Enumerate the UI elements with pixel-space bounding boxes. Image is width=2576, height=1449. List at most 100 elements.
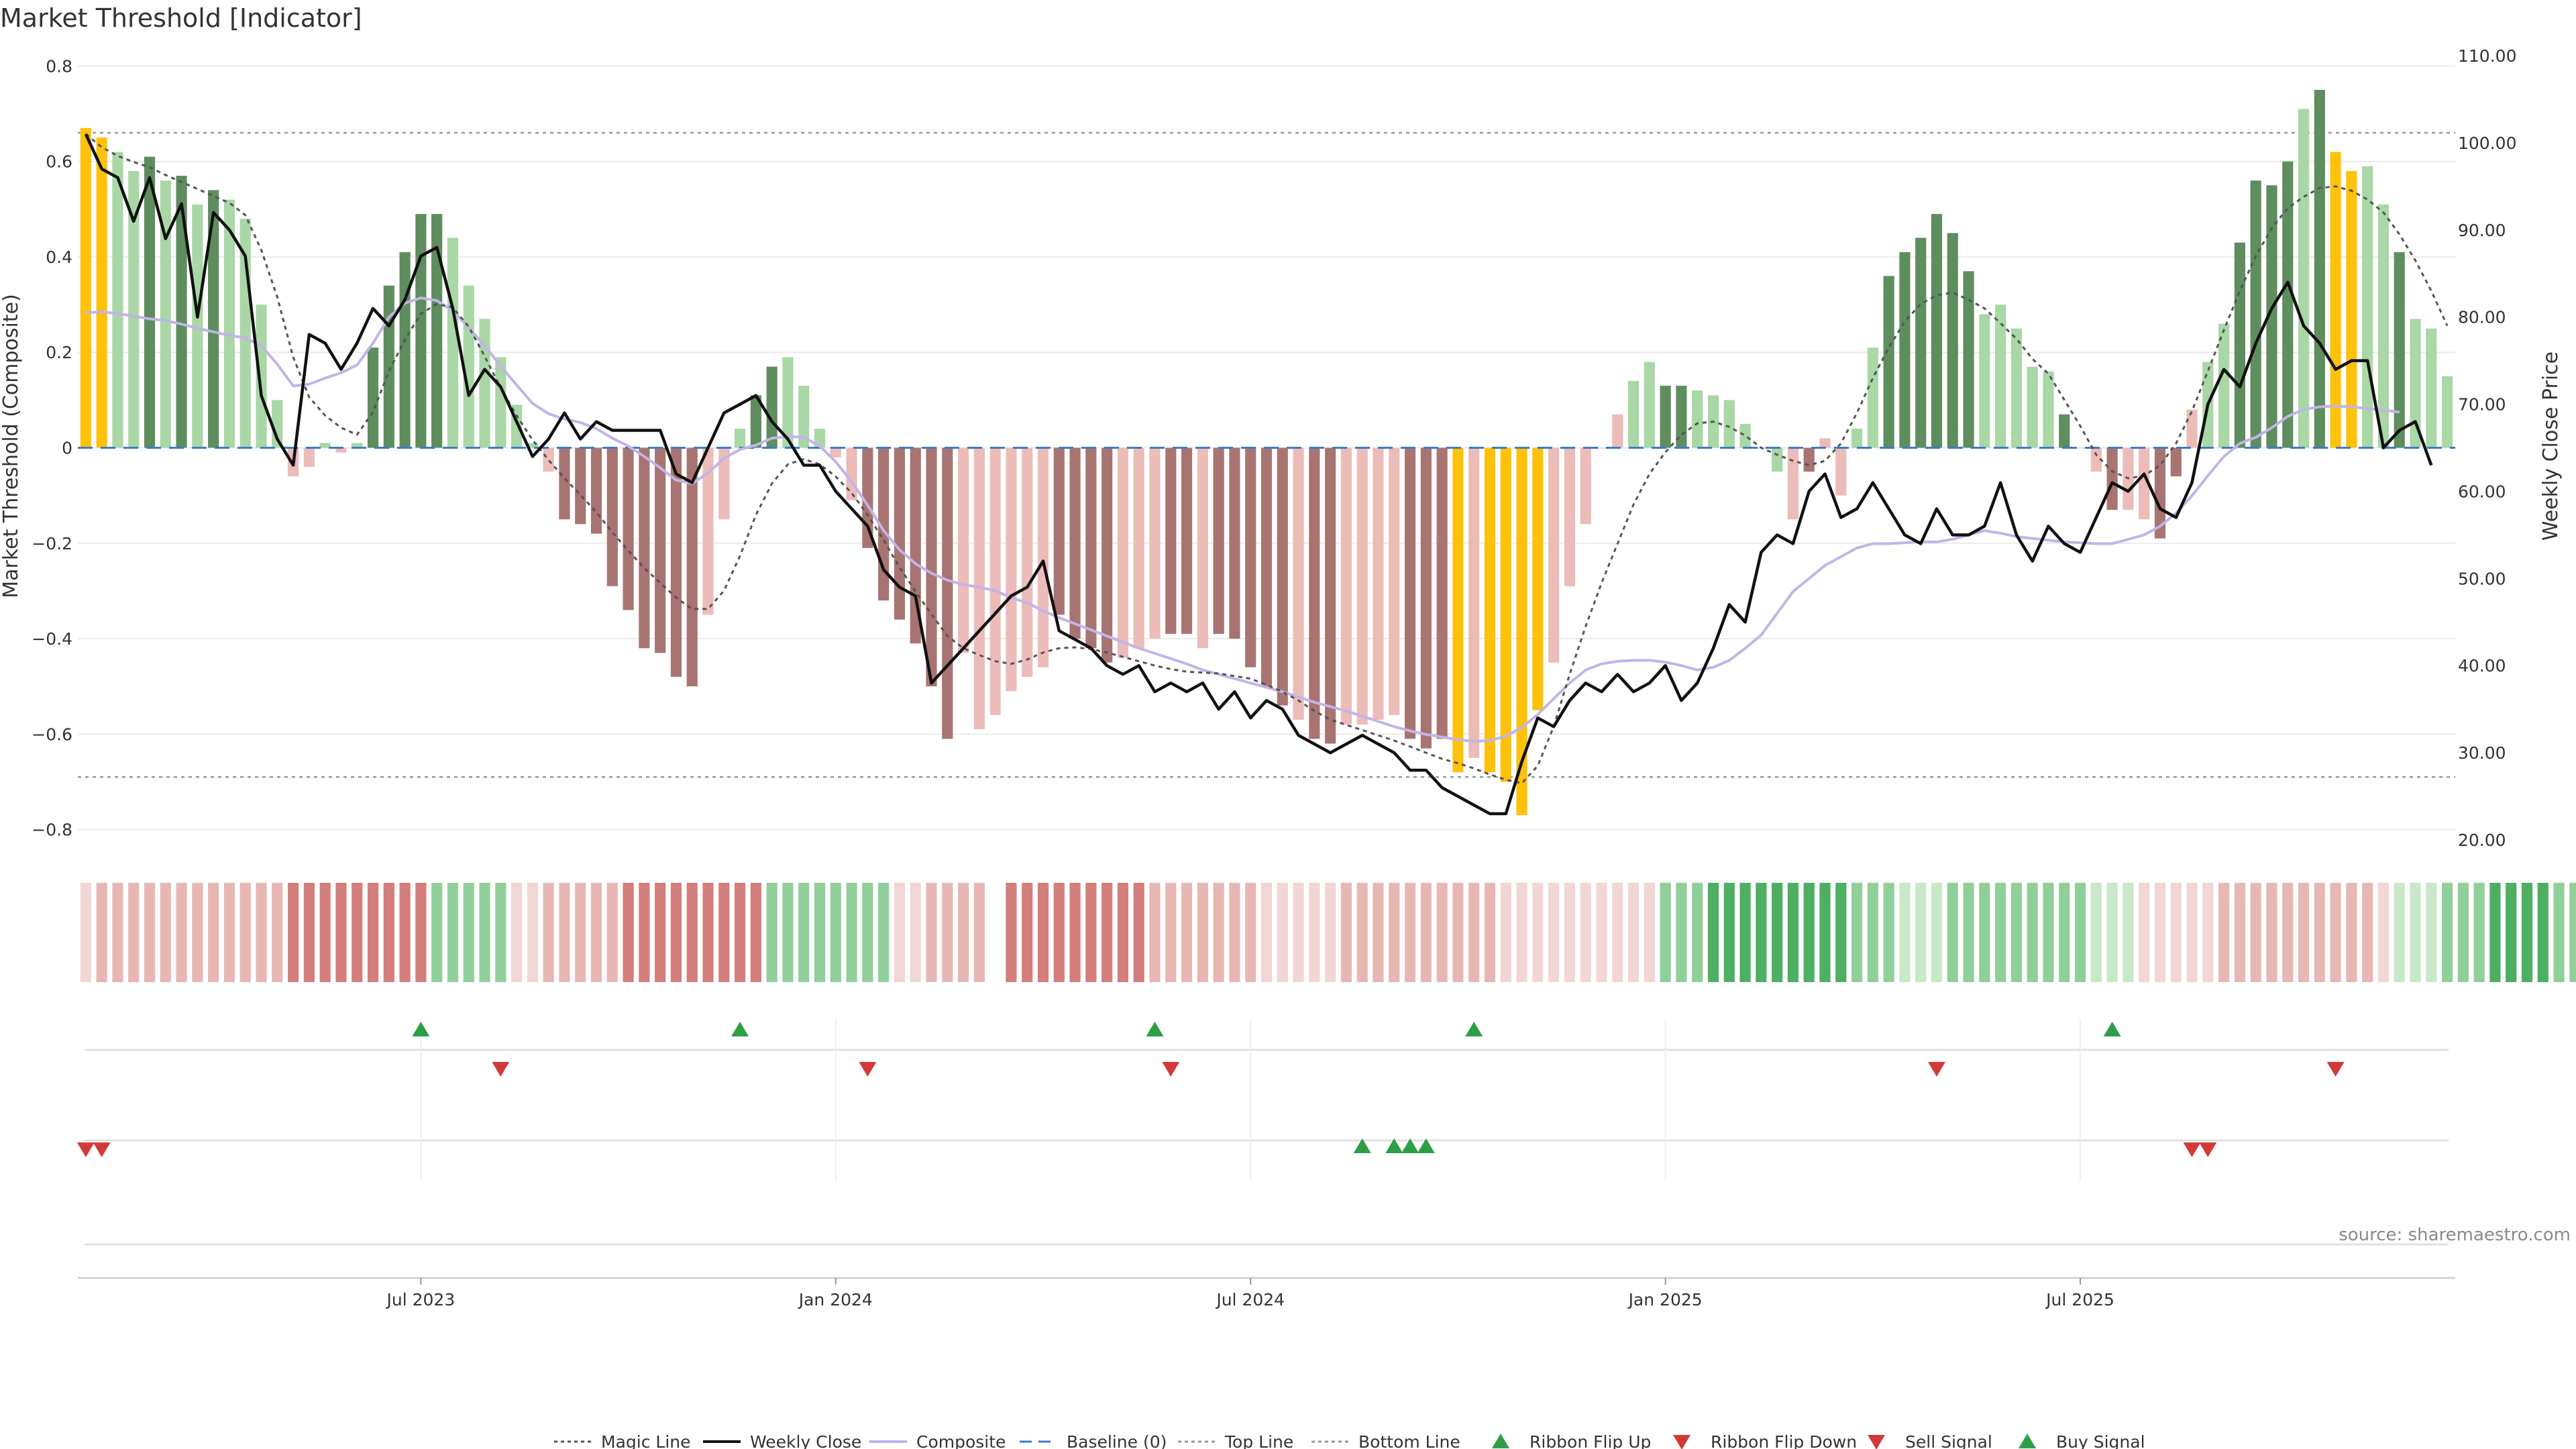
composite-bar bbox=[1915, 237, 1927, 448]
composite-bar bbox=[606, 447, 618, 586]
ribbon-cell bbox=[239, 883, 251, 982]
y-right-tick-label: 30.00 bbox=[2458, 743, 2506, 763]
composite-bar bbox=[2010, 328, 2022, 448]
legend-ribbon-flip-up-label: Ribbon Flip Up bbox=[1529, 1432, 1651, 1449]
composite-bar bbox=[2442, 376, 2453, 448]
composite-bar bbox=[1197, 447, 1208, 649]
ribbon-cell bbox=[2154, 883, 2166, 982]
composite-bar bbox=[2298, 109, 2310, 448]
ribbon-cell bbox=[1309, 883, 1320, 982]
ribbon-cell bbox=[1484, 883, 1496, 982]
composite-bar bbox=[798, 386, 810, 448]
y-tick-label: 0.4 bbox=[46, 248, 72, 267]
composite-bar bbox=[367, 347, 379, 448]
composite-bar bbox=[1245, 447, 1256, 667]
ribbon-cell bbox=[223, 883, 235, 982]
sell-signal-marker bbox=[76, 1142, 95, 1157]
composite-bar bbox=[1117, 447, 1129, 658]
y-axis-right: 110.00 100.00 90.00 80.00 70.00 60.00 50.00 40.… bbox=[2458, 46, 2516, 850]
legend-ribbon-flip-up-symbol bbox=[1492, 1434, 1509, 1448]
composite-bar bbox=[2043, 371, 2054, 448]
sell-signal-marker bbox=[93, 1142, 111, 1157]
legend-ribbon-flip-down-symbol bbox=[1673, 1435, 1690, 1449]
composite-bar bbox=[1883, 276, 1894, 448]
ribbon-cell bbox=[878, 883, 890, 982]
ribbon-cell bbox=[1085, 883, 1097, 982]
composite-bar bbox=[1006, 447, 1017, 692]
ribbon-cell bbox=[2442, 883, 2453, 982]
composite-bar bbox=[559, 447, 570, 520]
x-tick-label: Jul 2025 bbox=[2045, 1290, 2114, 1309]
composite-bar bbox=[846, 447, 857, 500]
ribbon-cell bbox=[1356, 883, 1368, 982]
ribbon-cell bbox=[1995, 883, 2006, 982]
ribbon-cell bbox=[303, 883, 315, 982]
ribbon-cell bbox=[1548, 883, 1560, 982]
ribbon-cell bbox=[862, 883, 873, 982]
composite-bar bbox=[1867, 347, 1878, 448]
ribbon-cell bbox=[2410, 883, 2421, 982]
chart-title: Market Threshold [Indicator] bbox=[0, 3, 362, 33]
composite-bar bbox=[1022, 447, 1033, 677]
ribbon-cell bbox=[1053, 883, 1065, 982]
composite-bar bbox=[686, 447, 698, 687]
ribbon-cell bbox=[766, 883, 777, 982]
composite-bar bbox=[1260, 447, 1273, 687]
composite-bar bbox=[1325, 447, 1336, 744]
legend-weekly-close-label: Weekly Close bbox=[750, 1432, 861, 1449]
composite-bar bbox=[2362, 166, 2373, 448]
legend-ribbon-flip-down-label: Ribbon Flip Down bbox=[1711, 1432, 1857, 1449]
composite-bar bbox=[1723, 400, 1735, 448]
ribbon-cell bbox=[543, 883, 554, 982]
composite-bars bbox=[80, 90, 2453, 816]
composite-bar bbox=[1102, 447, 1113, 663]
ribbon-cell bbox=[575, 883, 586, 982]
composite-bar bbox=[1436, 447, 1448, 739]
ribbon-strip bbox=[80, 883, 2576, 982]
composite-bar bbox=[495, 357, 506, 448]
composite-bar bbox=[1947, 233, 1958, 448]
ribbon-cell bbox=[2362, 883, 2373, 982]
ribbon-cell bbox=[718, 883, 730, 982]
composite-bar bbox=[2330, 152, 2341, 448]
ribbon-cell bbox=[160, 883, 171, 982]
ribbon-cell bbox=[2569, 883, 2576, 982]
composite-bar bbox=[2250, 180, 2261, 448]
x-tick-label: Jan 2025 bbox=[1627, 1290, 1703, 1309]
ribbon-cell bbox=[176, 883, 187, 982]
legend-magic-line-label: Magic Line bbox=[601, 1432, 691, 1449]
ribbon-cell bbox=[973, 883, 985, 982]
composite-bar bbox=[2426, 328, 2437, 448]
weekly-close-line bbox=[84, 133, 2433, 816]
ribbon-flip-down-marker bbox=[859, 1062, 877, 1077]
legend-top-line-label: Top Line bbox=[1224, 1432, 1293, 1449]
ribbon-cell bbox=[1899, 883, 1911, 982]
ribbon-cell bbox=[639, 883, 650, 982]
composite-bar bbox=[1995, 305, 2006, 448]
composite-bar bbox=[1772, 447, 1783, 472]
ribbon-flip-up-marker bbox=[1465, 1022, 1483, 1036]
y-tick-label: −0.2 bbox=[32, 534, 72, 553]
composite-bar bbox=[1468, 447, 1480, 758]
ribbon-cell bbox=[1803, 883, 1815, 982]
composite-bar bbox=[1165, 447, 1177, 634]
ribbon-cell bbox=[670, 883, 682, 982]
composite-bar bbox=[160, 180, 171, 448]
legend-sell-signal: Sell Signal bbox=[1868, 1432, 1992, 1449]
ribbon-cell bbox=[1676, 883, 1687, 982]
composite-bar bbox=[830, 447, 841, 458]
composite-bar bbox=[1819, 438, 1831, 448]
ribbon-cell bbox=[2059, 883, 2070, 982]
composite-bar bbox=[1309, 447, 1320, 739]
ribbon-cell bbox=[2202, 883, 2214, 982]
composite-bar bbox=[1213, 447, 1224, 634]
ribbon-cell bbox=[1596, 883, 1607, 982]
composite-bar bbox=[735, 429, 746, 448]
ribbon-cell bbox=[2521, 883, 2533, 982]
legend-buy-signal-label: Buy Signal bbox=[2056, 1432, 2145, 1449]
legend-magic-line: Magic Line bbox=[554, 1432, 691, 1449]
ribbon-cell bbox=[846, 883, 857, 982]
ribbon-cell bbox=[2282, 883, 2294, 982]
ribbon-cell bbox=[590, 883, 602, 982]
